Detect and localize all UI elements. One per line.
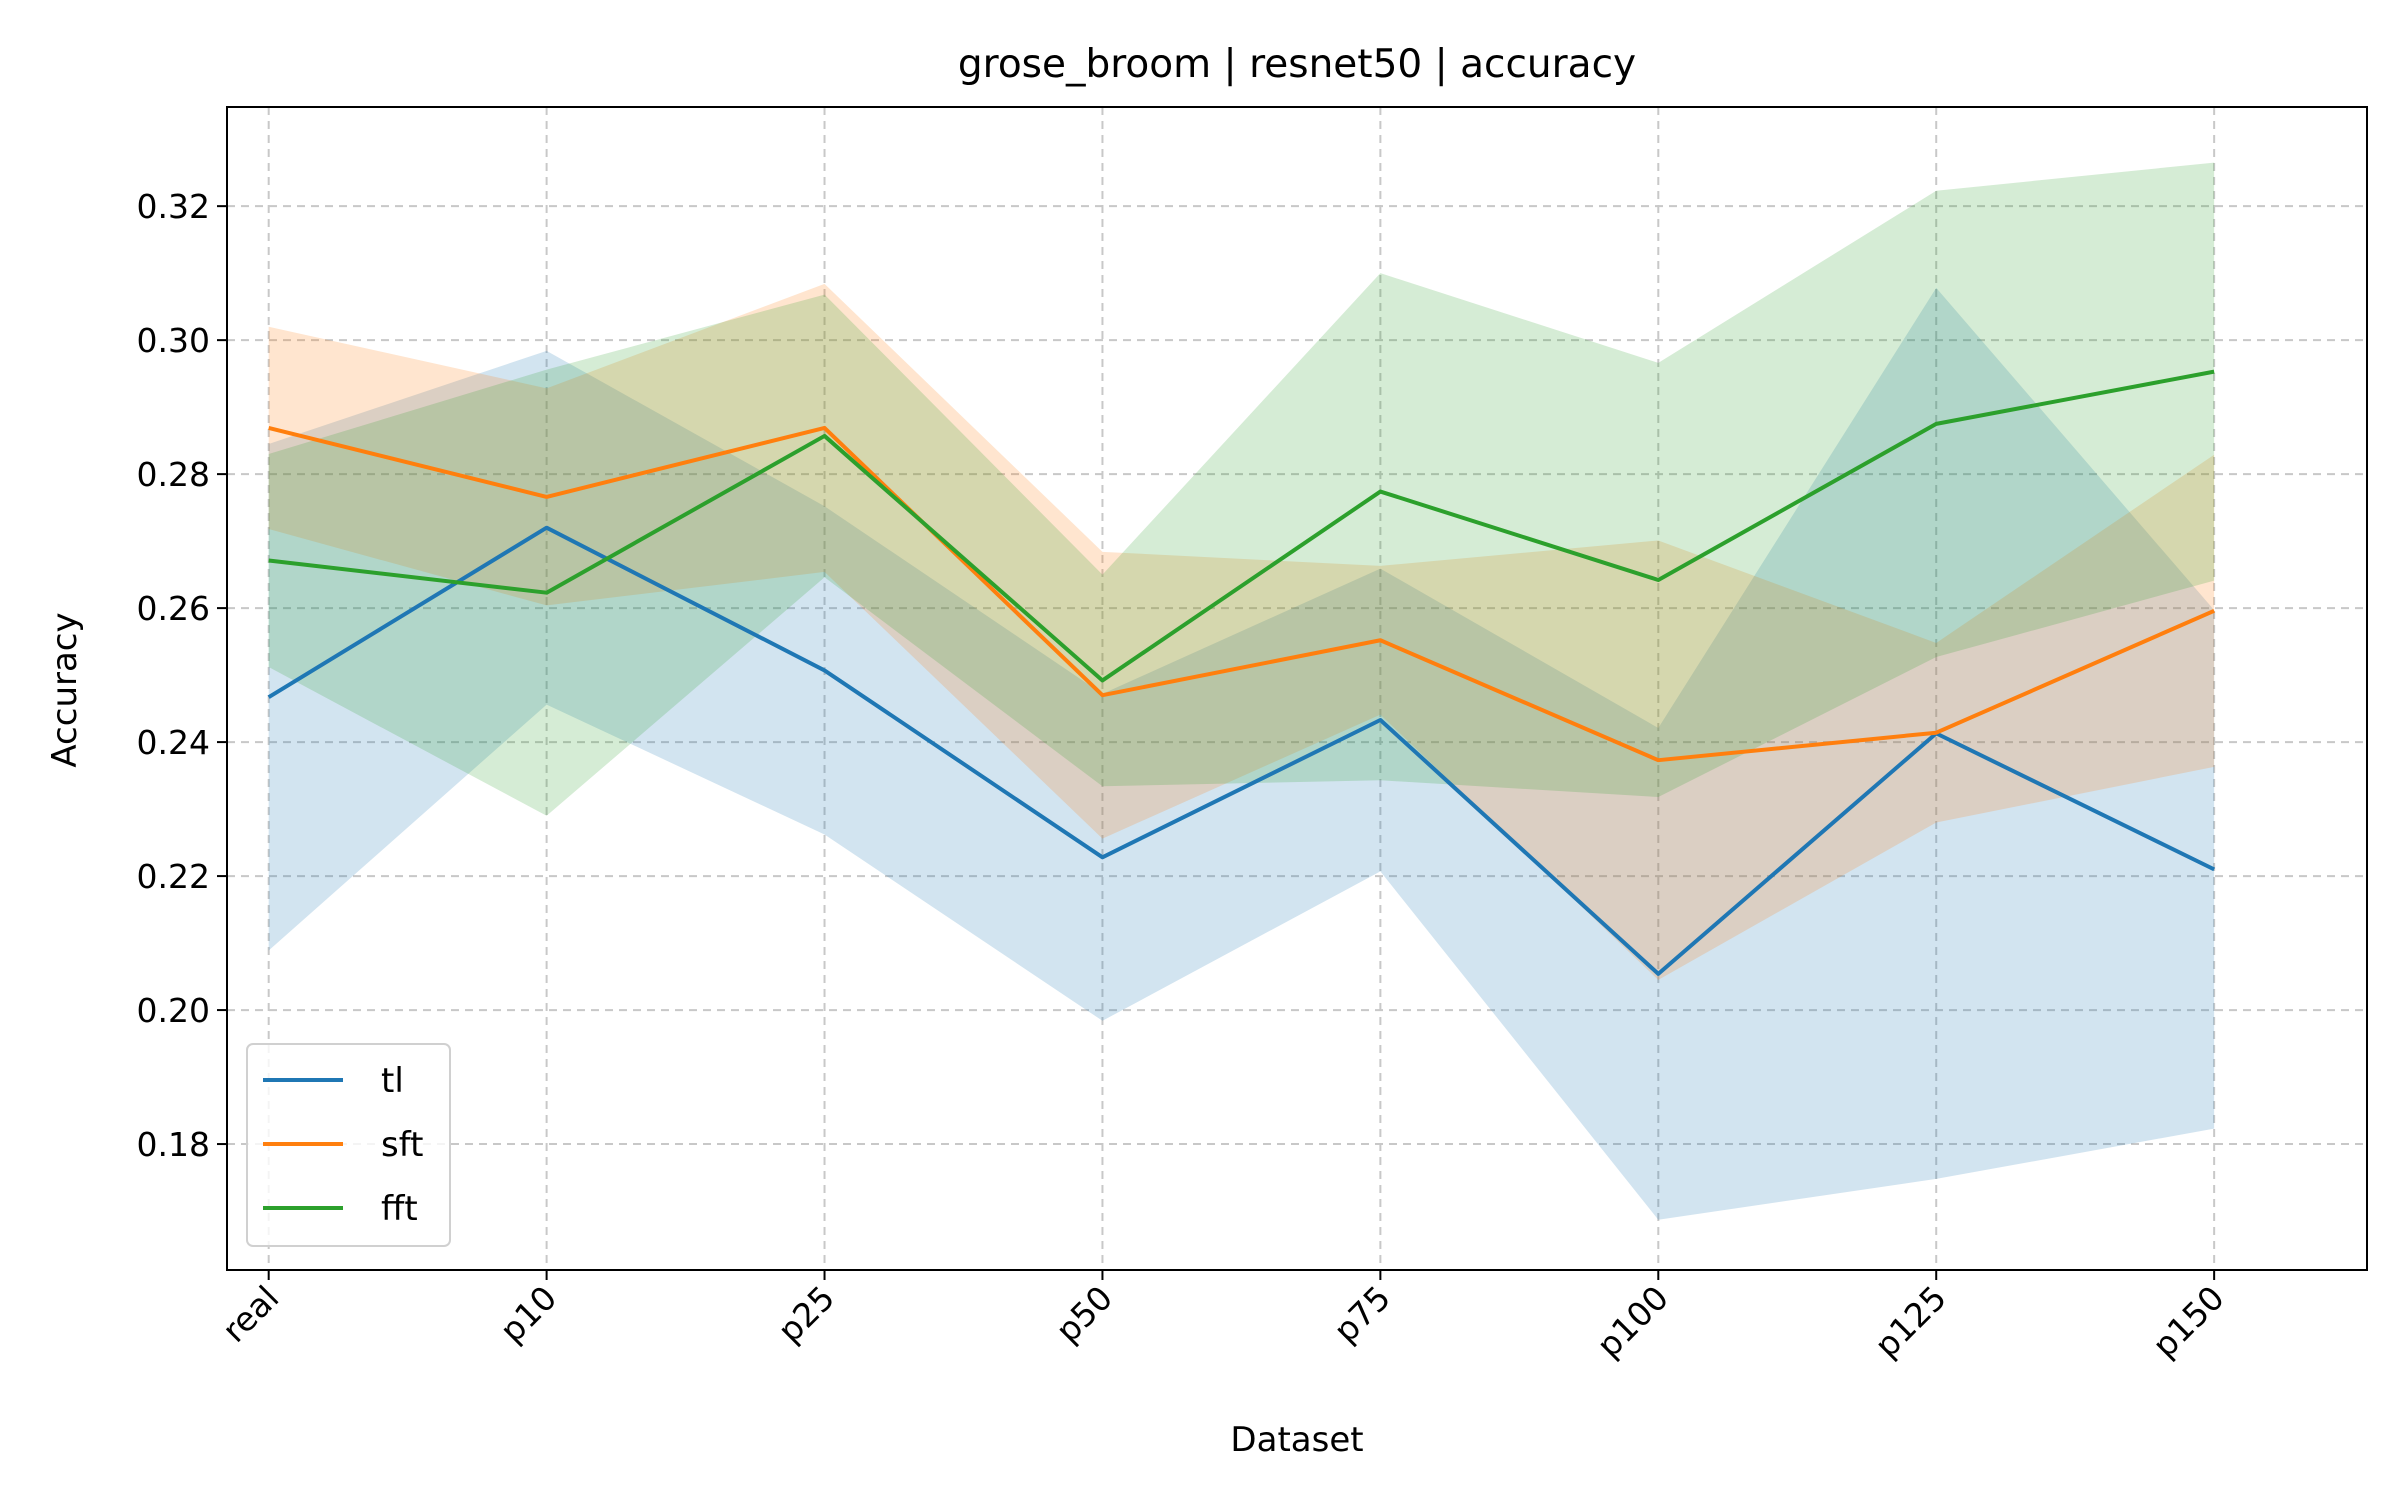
chart-title: grose_broom | resnet50 | accuracy <box>958 42 1636 87</box>
grid <box>227 107 2367 1270</box>
y-tick-label: 0.26 <box>137 589 210 628</box>
legend-label-tl: tl <box>381 1061 404 1101</box>
y-tick-label: 0.28 <box>137 455 210 494</box>
y-tick-label: 0.30 <box>137 321 210 360</box>
legend-box <box>246 1043 451 1247</box>
y-tick-label: 0.32 <box>137 187 210 226</box>
plot-area-frame <box>226 106 2368 1271</box>
sft-confidence-band <box>268 283 2215 980</box>
y-tick-label: 0.22 <box>137 857 210 896</box>
y-tick-label: 0.24 <box>137 723 210 762</box>
x-axis-label: Dataset <box>1230 1420 1363 1460</box>
y-tick-label: 0.20 <box>137 991 210 1030</box>
tl-confidence-band <box>268 287 2215 1220</box>
legend-label-sft: sft <box>381 1125 423 1165</box>
fft-confidence-band <box>268 162 2215 816</box>
series-lines <box>267 369 2216 976</box>
fft-series-line <box>268 369 2215 683</box>
legend: tl sft fft <box>246 1043 451 1247</box>
legend-label-fft: fft <box>381 1189 418 1229</box>
y-axis-label: Accuracy <box>45 612 85 767</box>
sft-series-line <box>268 425 2215 763</box>
y-tick-label: 0.18 <box>137 1125 210 1164</box>
tl-series-line <box>267 525 2216 976</box>
confidence-bands <box>268 162 2215 1220</box>
